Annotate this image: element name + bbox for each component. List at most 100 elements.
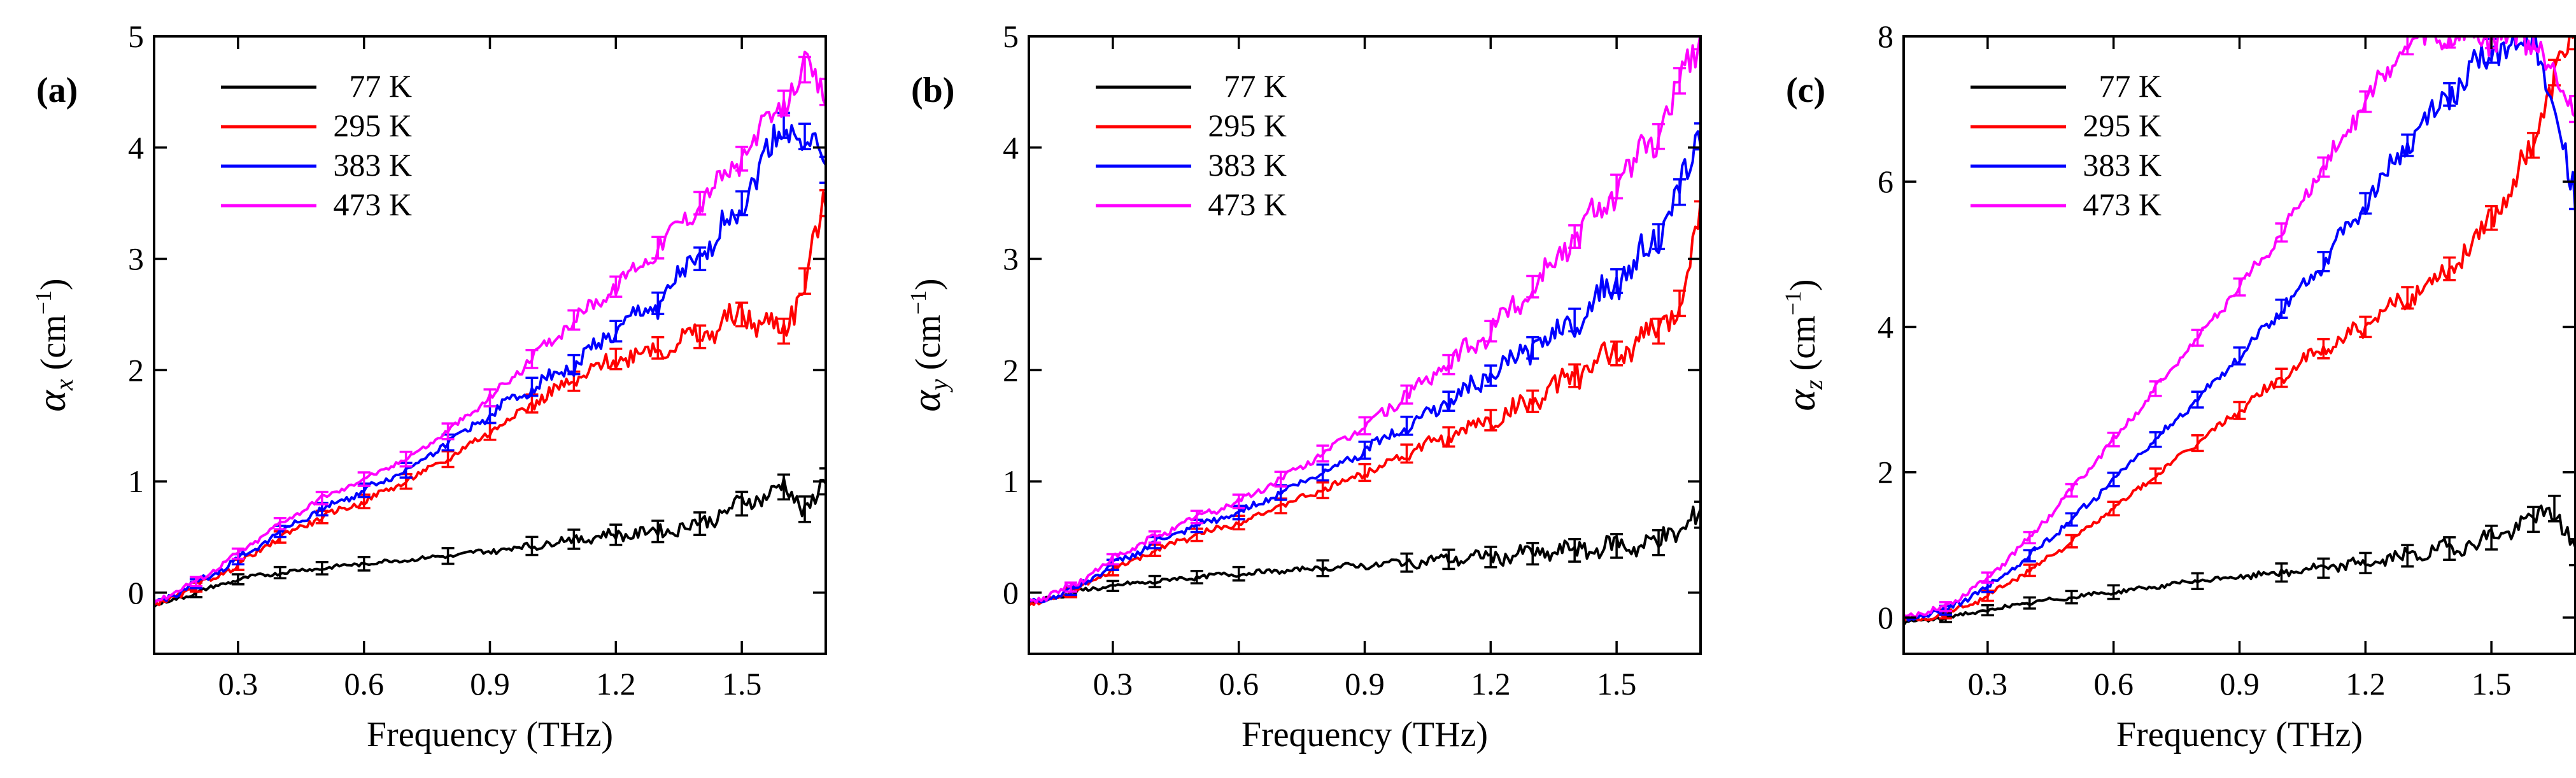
legend-label: 383 K [333,147,412,183]
error-bar [315,560,329,576]
error-bar [1610,340,1624,367]
error-bar [1526,542,1539,566]
error-bar [2191,434,2204,453]
error-bar [1673,67,1687,95]
error-bar [1358,441,1371,460]
error-bar [777,473,791,501]
error-bar [1316,444,1329,463]
error-bar [693,324,707,350]
y-axis-units-superscript: −1 [905,290,931,315]
x-tick-label: 1.2 [596,666,636,702]
plot-area [154,50,826,609]
series-line-383k [1904,36,2575,622]
x-tick-label: 0.6 [2093,666,2134,702]
error-bar [2401,286,2414,310]
plot-area [1029,36,1701,607]
error-bar [735,301,749,328]
error-bar [483,421,497,441]
error-bar [2317,156,2330,178]
error-bar [693,190,707,216]
error-bar [315,490,329,506]
error-bar [231,548,244,560]
error-bar [483,388,497,408]
y-axis-units-close: ) [909,278,948,290]
error-bar [2065,512,2078,527]
error-bar [798,55,812,84]
y-tick-label: 1 [128,463,144,499]
error-bar [399,450,413,468]
error-bar [2317,250,2330,272]
error-bar [2191,329,2204,347]
error-bar [1610,533,1624,559]
error-bar [651,336,665,360]
error-bar [1400,415,1413,436]
error-bar [2401,544,2414,568]
series-line-473k [154,50,826,605]
panel-label: (b) [911,71,954,110]
error-bar [2569,94,2575,124]
panel-b: 0.3 0.6 0.9 1.2 1.5 0 1 2 3 4 5 Frequency (THz) αy (… [903,18,1702,754]
error-bar [1568,224,1582,250]
error-bar [2401,133,2414,157]
error-bar [609,275,623,298]
y-tick-label: 5 [1003,18,1019,54]
y-tick-label: 1 [1003,463,1019,499]
error-bar [819,467,826,496]
error-bar [1442,548,1455,570]
error-bar [1694,200,1701,229]
error-bar [1610,268,1624,294]
panel-a: 0.3 0.6 0.9 1.2 1.5 0 1 2 3 4 5 Frequency (THz) αx (… [29,18,827,754]
series-line-383k [154,124,826,603]
error-bar [2107,432,2120,448]
y-tick-label: 3 [1003,241,1019,277]
y-axis-symbol: α [903,390,949,412]
error-bar [651,236,665,260]
error-bar [2527,131,2540,159]
x-tick-label: 0.3 [1968,666,2008,702]
legend-label: 77 K [1224,68,1287,104]
error-bar [798,495,812,523]
error-bar [1673,289,1687,318]
y-axis-subscript: z [1799,379,1828,390]
error-bar [2233,400,2246,420]
error-bar [2527,36,2540,50]
error-bar [2317,337,2330,360]
x-tick-label: 0.6 [1219,666,1259,702]
y-tick-label: 5 [128,18,144,54]
legend-label: 473 K [333,187,412,222]
legend-label: 77 K [349,68,412,104]
error-bar [1981,571,1994,584]
error-bar [1442,426,1455,448]
error-bar [1232,565,1245,582]
error-bar [1358,463,1371,483]
y-tick-label: 8 [1878,18,1893,54]
error-bar [1939,601,1952,612]
error-bar [1106,579,1119,593]
y-tick-label: 3 [128,241,144,277]
error-bar [567,309,581,331]
error-bar [1232,493,1245,509]
y-tick-label: 0 [1003,575,1019,611]
error-bar [609,523,623,546]
error-bar [2443,81,2456,107]
y-tick-label: 2 [128,352,144,388]
error-bar [2149,431,2162,448]
plot-area [1904,36,2575,626]
error-bar [357,556,371,572]
error-bar [2275,367,2288,388]
y-tick-label: 0 [128,575,144,611]
error-bar [1400,384,1413,405]
x-tick-label: 0.9 [1345,666,1385,702]
legend-label: 383 K [2083,147,2162,183]
legend: 77 K 295 K 383 K 473 K [1971,68,2162,222]
error-bar [693,246,707,271]
error-bar [735,145,749,172]
legend-label: 473 K [1208,187,1287,222]
error-bar [273,565,287,579]
error-bar [2149,380,2162,397]
x-tick-label: 1.2 [2346,666,2386,702]
error-bar [2359,551,2372,575]
error-bar [2023,530,2036,544]
error-bar [2023,596,2036,610]
y-axis-units-superscript: −1 [1780,291,1806,315]
